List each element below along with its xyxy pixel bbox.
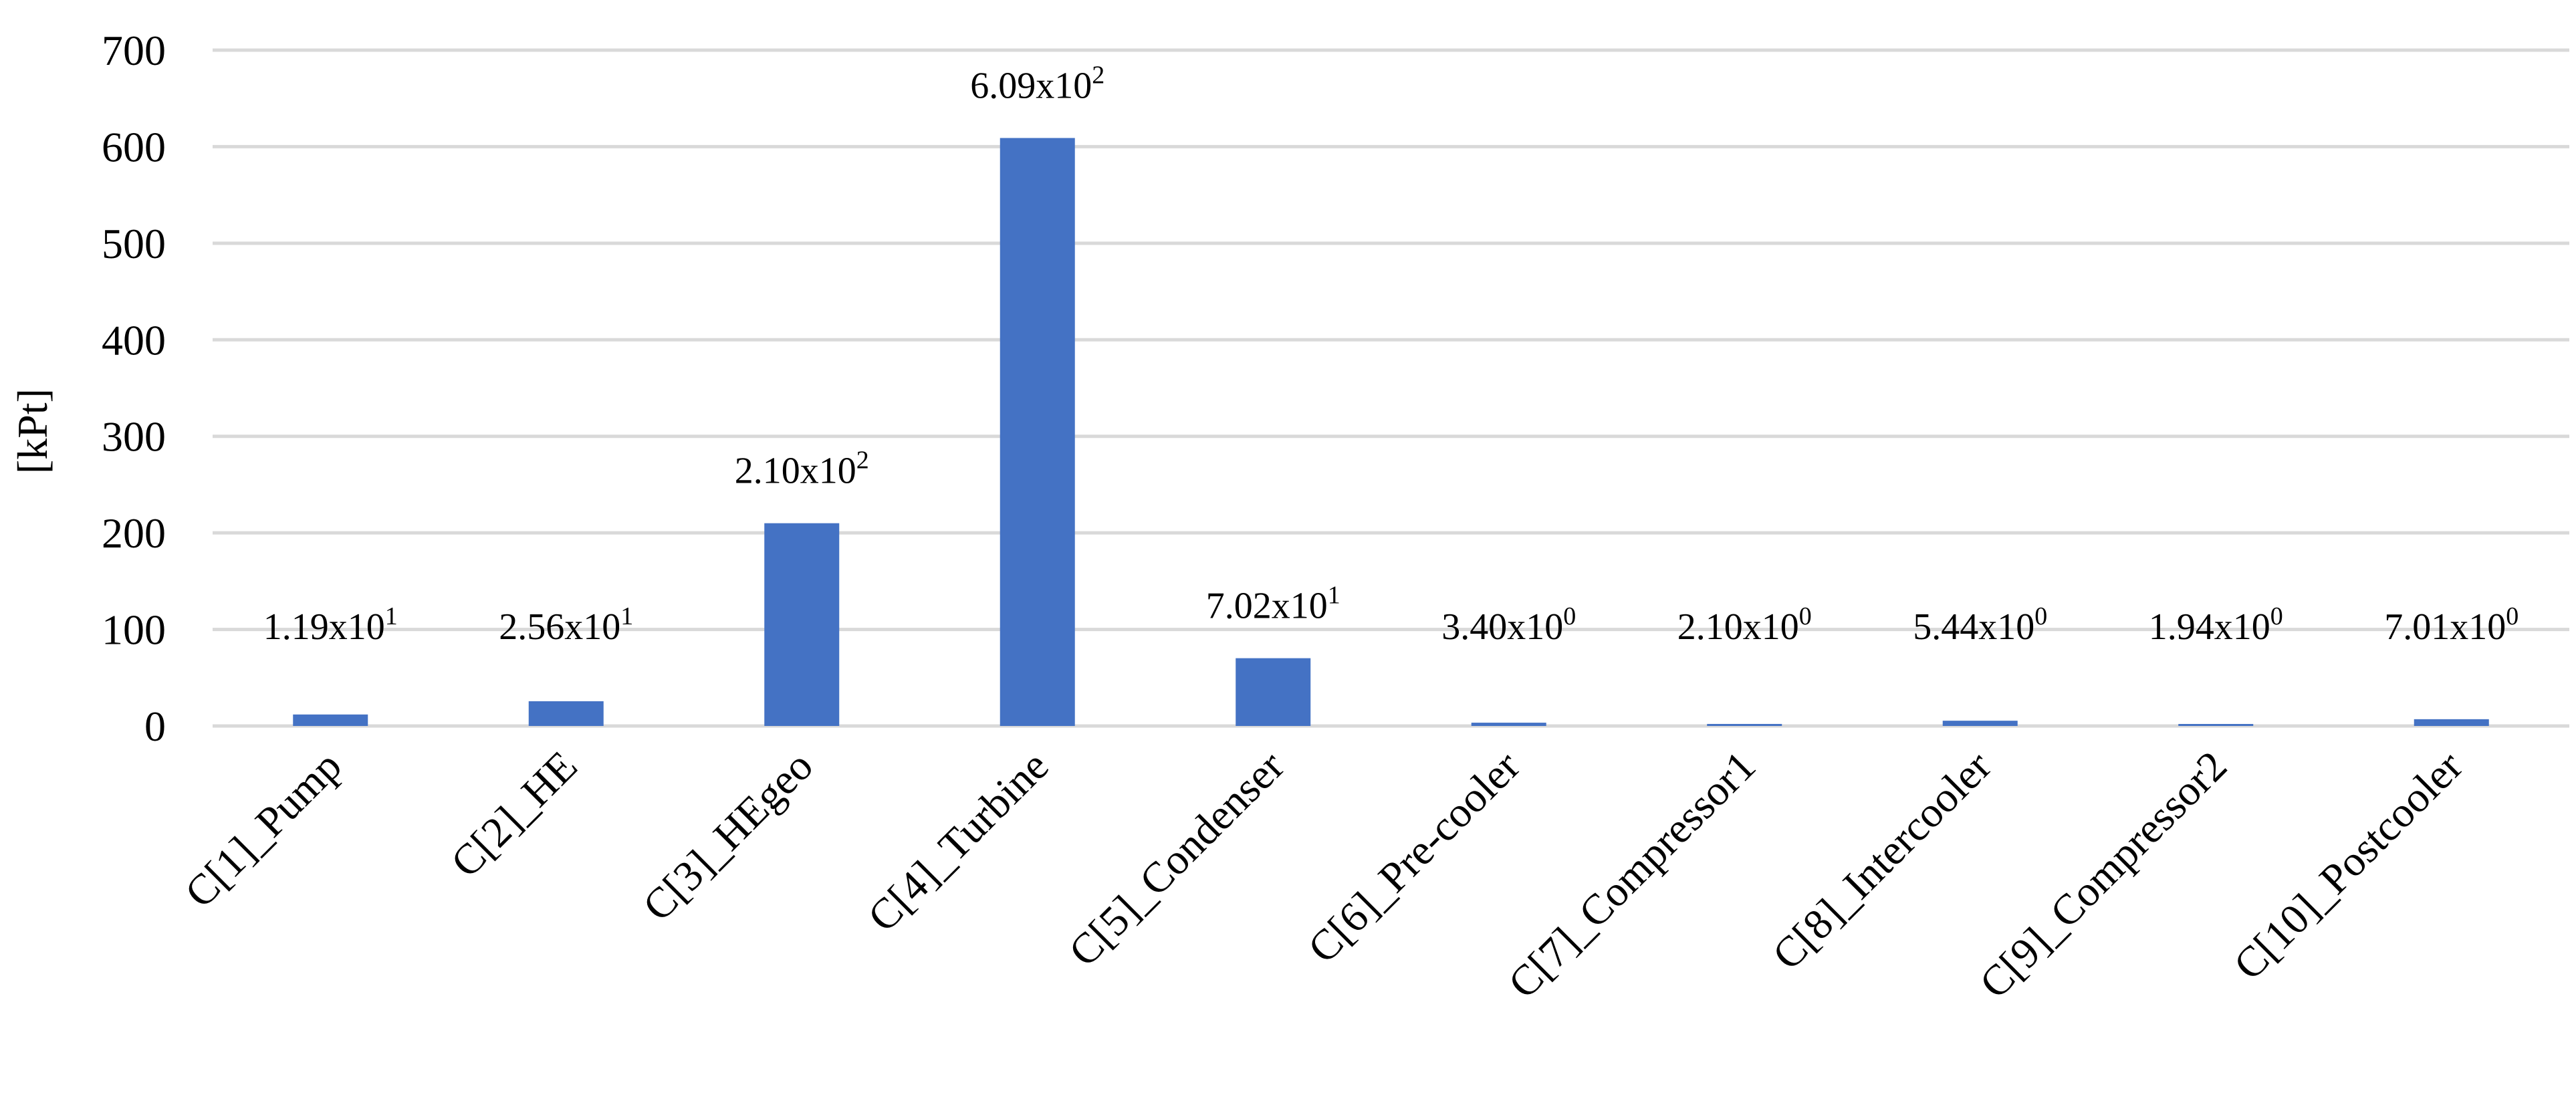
data-label-mantissa: 3.40x10 — [1441, 606, 1563, 648]
data-label-mantissa: 1.94x10 — [2149, 606, 2270, 648]
x-axis-ticks: C[1]_Pump C[2]_HE C[3]_HEgeo C[4]_Turbine C[… — [176, 742, 2472, 1007]
data-label-mantissa: 2.56x10 — [499, 606, 620, 648]
bar — [1236, 658, 1311, 726]
bar — [1471, 723, 1546, 726]
x-tick-label: C[1]_Pump — [176, 742, 350, 916]
bar — [1707, 723, 1782, 726]
x-tick-label: C[8]_Intercooler — [1763, 742, 2000, 979]
data-label-mantissa: 5.44x10 — [1913, 606, 2034, 648]
bar — [1942, 721, 2018, 726]
data-label: 6.09x102 — [970, 61, 1104, 106]
x-tick-label: C[5]_Condenser — [1060, 742, 1293, 975]
bar — [293, 714, 368, 726]
y-tick-label: 300 — [102, 413, 166, 461]
bar — [764, 523, 840, 726]
y-tick-label: 700 — [102, 27, 166, 74]
y-tick-label: 100 — [102, 606, 166, 654]
data-label-exponent: 0 — [1563, 602, 1576, 630]
bar — [2414, 719, 2489, 726]
data-label-exponent: 1 — [385, 602, 398, 630]
data-label-mantissa: 7.02x10 — [1206, 586, 1328, 627]
bar — [1000, 138, 1075, 726]
y-tick-label: 0 — [144, 703, 166, 750]
data-label: 7.02x101 — [1206, 582, 1340, 627]
data-label: 2.10x102 — [735, 447, 869, 492]
data-label-mantissa: 6.09x10 — [970, 65, 1092, 106]
data-label-exponent: 1 — [620, 602, 633, 630]
x-tick-label: C[7]_Compressor1 — [1499, 742, 1764, 1007]
data-label-mantissa: 1.19x10 — [263, 606, 385, 648]
y-tick-label: 500 — [102, 220, 166, 267]
data-label: 5.44x100 — [1913, 602, 2047, 648]
data-label: 1.19x101 — [263, 602, 398, 648]
data-labels: 1.19x101 2.56x1012.10x1026.09x1027.02x101… — [263, 61, 2519, 648]
data-label-exponent: 2 — [1092, 61, 1104, 89]
x-tick-label: C[10]_Postcooler — [2224, 742, 2471, 989]
data-label-exponent: 0 — [2506, 602, 2519, 630]
y-axis-title: [kPt] — [9, 388, 56, 474]
data-label-exponent: 0 — [2034, 602, 2047, 630]
data-label: 2.56x101 — [499, 602, 633, 648]
bars — [293, 138, 2489, 726]
data-label-exponent: 0 — [2270, 602, 2283, 630]
x-tick-label: C[3]_HEgeo — [634, 742, 822, 930]
x-tick-label: C[9]_Compressor2 — [1970, 742, 2236, 1007]
data-label-exponent: 2 — [856, 447, 869, 475]
x-tick-label: C[2]_HE — [442, 742, 586, 886]
y-axis-ticks: 0 100 200 300 400 500 600 700 — [102, 27, 166, 750]
y-tick-label: 200 — [102, 509, 166, 557]
data-label-exponent: 0 — [1799, 602, 1812, 630]
data-label: 3.40x100 — [1441, 602, 1576, 648]
data-label-mantissa: 2.10x10 — [735, 451, 856, 492]
data-label-exponent: 1 — [1328, 582, 1340, 610]
gridlines — [213, 48, 2569, 728]
data-label: 1.94x100 — [2149, 602, 2283, 648]
y-tick-label: 600 — [102, 123, 166, 170]
data-label: 7.01x100 — [2384, 602, 2519, 648]
x-tick-label: C[4]_Turbine — [858, 742, 1057, 941]
data-label: 2.10x100 — [1677, 602, 1812, 648]
x-tick-label: C[6]_Pre-cooler — [1298, 742, 1528, 972]
y-tick-label: 400 — [102, 316, 166, 364]
bar — [528, 701, 604, 726]
data-label-mantissa: 7.01x10 — [2384, 606, 2506, 648]
data-label-mantissa: 2.10x10 — [1677, 606, 1799, 648]
bar — [2178, 724, 2254, 726]
